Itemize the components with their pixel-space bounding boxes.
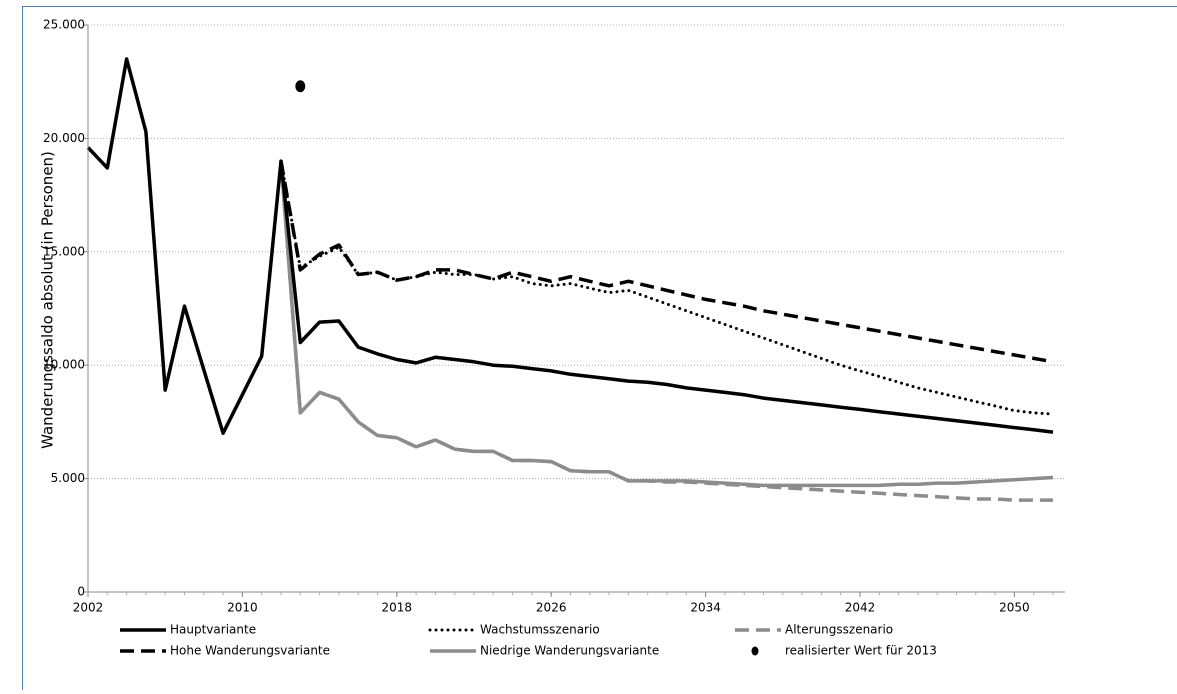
y-tick-label: 25.000	[43, 18, 85, 32]
y-tick-label: 0	[77, 585, 85, 599]
legend-label: Niedrige Wanderungsvariante	[480, 644, 659, 658]
x-tick-label: 2026	[536, 601, 567, 615]
data-point	[295, 80, 305, 92]
x-tick-label: 2018	[382, 601, 413, 615]
y-axis-label: Wanderungssaldo absolut (in Personen)	[39, 151, 57, 449]
x-tick-label: 2050	[999, 601, 1030, 615]
legend-label: Hohe Wanderungsvariante	[170, 644, 330, 658]
x-tick-label: 2034	[690, 601, 721, 615]
x-tick-label: 2042	[845, 601, 876, 615]
legend-label: Alterungsszenario	[785, 623, 893, 637]
legend-label: realisierter Wert für 2013	[785, 644, 937, 658]
x-tick-label: 2002	[73, 601, 104, 615]
legend-marker	[752, 647, 759, 656]
y-tick-label: 20.000	[43, 131, 85, 145]
legend-label: Hauptvariante	[170, 623, 256, 637]
x-tick-label: 2010	[227, 601, 258, 615]
legend-label: Wachstumsszenario	[480, 623, 600, 637]
y-tick-label: 5.000	[51, 471, 85, 485]
